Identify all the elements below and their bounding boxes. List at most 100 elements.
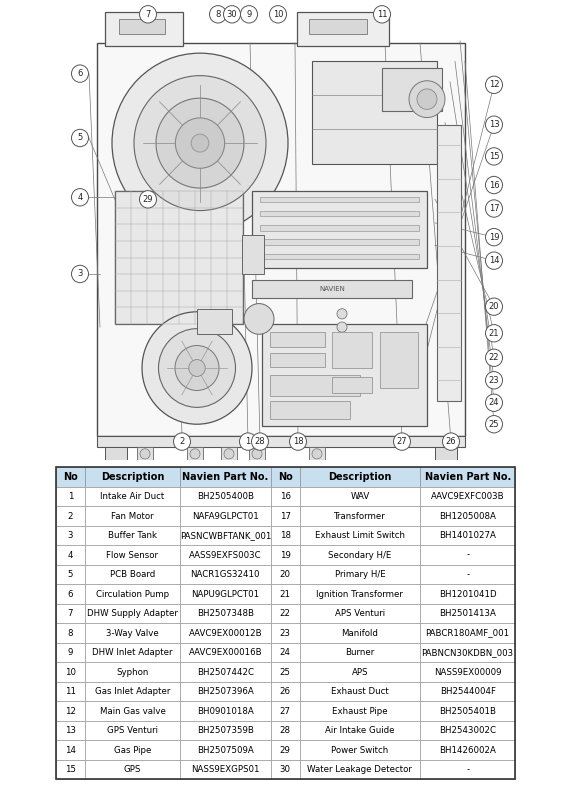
- Circle shape: [289, 433, 307, 450]
- Bar: [180, 565, 271, 584]
- Bar: [420, 487, 515, 506]
- Circle shape: [485, 252, 502, 270]
- Text: NAPU9GLPCT01: NAPU9GLPCT01: [191, 590, 259, 598]
- Text: BH2507442C: BH2507442C: [197, 668, 254, 677]
- Bar: [56, 682, 85, 702]
- Bar: [271, 467, 300, 487]
- Text: 19: 19: [489, 233, 499, 242]
- Bar: [56, 546, 85, 565]
- Text: BH1426002A: BH1426002A: [439, 746, 496, 754]
- Text: 11: 11: [377, 10, 387, 19]
- Text: BH2505401B: BH2505401B: [439, 706, 496, 716]
- Bar: [97, 437, 465, 446]
- Bar: [56, 721, 85, 740]
- Circle shape: [485, 371, 502, 389]
- Text: BH2507509A: BH2507509A: [197, 746, 254, 754]
- Circle shape: [443, 433, 460, 450]
- Text: 16: 16: [489, 181, 499, 190]
- Text: 9: 9: [67, 648, 73, 657]
- Text: 28: 28: [280, 726, 291, 735]
- Text: GPS: GPS: [124, 765, 141, 774]
- Circle shape: [71, 130, 89, 146]
- Bar: [180, 740, 271, 760]
- Bar: [221, 446, 237, 461]
- Bar: [300, 740, 420, 760]
- Bar: [180, 467, 271, 487]
- Bar: [271, 487, 300, 506]
- Bar: [56, 565, 85, 584]
- Circle shape: [239, 433, 256, 450]
- Bar: [85, 604, 180, 623]
- Text: 15: 15: [489, 152, 499, 161]
- Circle shape: [485, 298, 502, 315]
- Bar: [420, 565, 515, 584]
- Bar: [197, 309, 232, 334]
- Circle shape: [139, 6, 156, 23]
- Text: 27: 27: [397, 437, 407, 446]
- Bar: [271, 546, 300, 565]
- Bar: [420, 662, 515, 682]
- Text: 19: 19: [280, 550, 291, 559]
- Bar: [300, 526, 420, 546]
- Text: BH2501413A: BH2501413A: [439, 609, 496, 618]
- Text: NASS9EXGPS01: NASS9EXGPS01: [191, 765, 260, 774]
- Circle shape: [485, 415, 502, 433]
- Text: AAVC9EX00012B: AAVC9EX00012B: [188, 629, 262, 638]
- Bar: [105, 12, 183, 46]
- Text: PABNCN30KDBN_003: PABNCN30KDBN_003: [421, 648, 514, 657]
- Text: 15: 15: [65, 765, 76, 774]
- Bar: [242, 235, 264, 274]
- Bar: [420, 467, 515, 487]
- Bar: [297, 12, 389, 46]
- Bar: [56, 506, 85, 526]
- Bar: [56, 623, 85, 643]
- Bar: [56, 740, 85, 760]
- Text: Main Gas valve: Main Gas valve: [99, 706, 166, 716]
- Text: PABCR180AMF_001: PABCR180AMF_001: [425, 629, 510, 638]
- Text: 4: 4: [67, 550, 73, 559]
- Text: 1: 1: [246, 437, 251, 446]
- Text: -: -: [466, 570, 469, 579]
- Bar: [300, 506, 420, 526]
- Text: Transformer: Transformer: [334, 511, 386, 521]
- Bar: [271, 760, 300, 779]
- Text: NAVIEN: NAVIEN: [319, 286, 345, 292]
- Bar: [180, 506, 271, 526]
- Text: 12: 12: [65, 706, 76, 716]
- Circle shape: [337, 309, 347, 319]
- Bar: [249, 446, 265, 461]
- Bar: [85, 760, 180, 779]
- Bar: [270, 375, 360, 395]
- Bar: [56, 662, 85, 682]
- Circle shape: [485, 394, 502, 411]
- Text: 12: 12: [489, 80, 499, 90]
- Text: BH2507348B: BH2507348B: [197, 609, 254, 618]
- Bar: [420, 643, 515, 662]
- Bar: [85, 643, 180, 662]
- Bar: [270, 332, 325, 346]
- Text: 1: 1: [67, 492, 73, 501]
- Bar: [300, 487, 420, 506]
- Bar: [56, 604, 85, 623]
- Circle shape: [270, 6, 287, 23]
- Text: 21: 21: [280, 590, 291, 598]
- Text: 5: 5: [78, 134, 83, 142]
- Text: 29: 29: [143, 195, 153, 204]
- Text: 8: 8: [215, 10, 220, 19]
- Circle shape: [485, 229, 502, 246]
- Circle shape: [159, 329, 235, 407]
- Text: 10: 10: [65, 668, 76, 677]
- Text: AAVC9EXFC003B: AAVC9EXFC003B: [431, 492, 504, 501]
- Text: 3: 3: [67, 531, 73, 540]
- Bar: [300, 702, 420, 721]
- Bar: [420, 604, 515, 623]
- Text: 23: 23: [280, 629, 291, 638]
- Bar: [85, 565, 180, 584]
- Circle shape: [191, 134, 209, 152]
- Text: Navien Part No.: Navien Part No.: [182, 472, 268, 482]
- Text: 23: 23: [489, 376, 499, 385]
- Bar: [271, 506, 300, 526]
- Text: 30: 30: [280, 765, 291, 774]
- Bar: [85, 546, 180, 565]
- Bar: [180, 702, 271, 721]
